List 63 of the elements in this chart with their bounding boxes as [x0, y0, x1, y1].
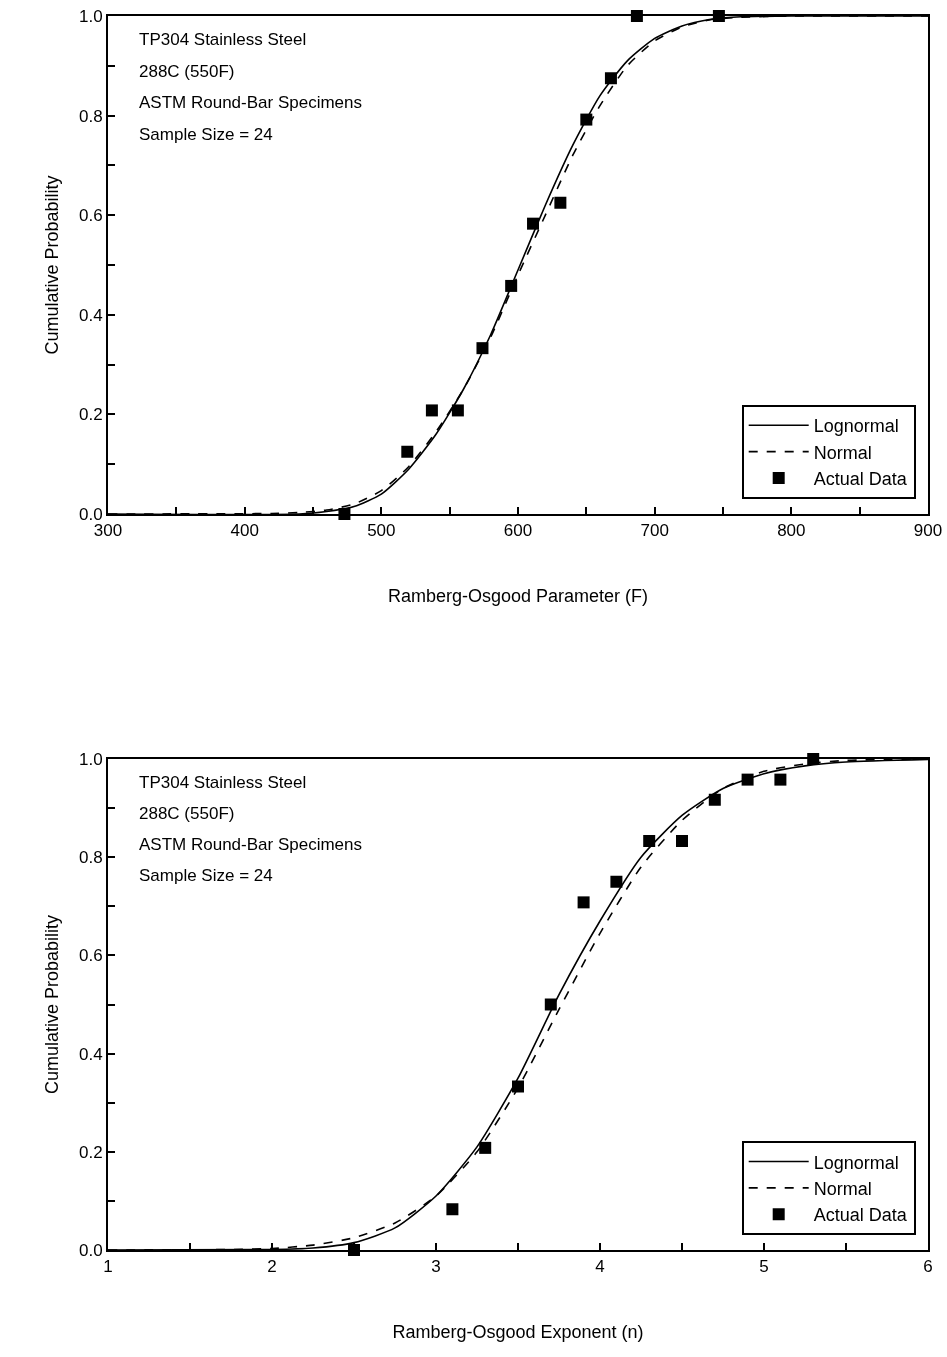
point: [476, 342, 489, 355]
y-axis-title: Cumulative Probability: [41, 914, 62, 1095]
x-tick-label: 600: [503, 521, 533, 541]
x-tick-label: 300: [93, 521, 123, 541]
y-tick-label: 0.4: [78, 1044, 103, 1064]
x-tick-label: 500: [367, 521, 396, 541]
x-axis-title: Ramberg-Osgood Parameter (F): [387, 586, 649, 606]
point: [479, 1141, 492, 1154]
y-axis-title: Cumulative Probability: [41, 175, 62, 355]
point: [446, 1203, 459, 1216]
x-tick-label: 3: [431, 1257, 441, 1277]
y-tick-label: 0.2: [78, 1142, 103, 1162]
point: [577, 896, 590, 909]
y-tick-label: 0.6: [78, 946, 103, 966]
point: [425, 404, 438, 417]
legend-label: Lognormal: [813, 1152, 899, 1173]
legend-label: Actual Data: [813, 469, 908, 490]
point: [643, 835, 656, 847]
x-axis-title: Ramberg-Osgood Exponent (n): [392, 1322, 644, 1342]
point: [451, 404, 464, 417]
annotation: Sample Size = 24: [139, 866, 273, 885]
x-tick-label: 900: [913, 521, 943, 541]
y-tick-label: 0.8: [78, 848, 103, 868]
point: [580, 113, 593, 126]
annotation: 288C (550F): [139, 804, 235, 823]
legend-label: Lognormal: [813, 416, 899, 437]
y-tick-label: 0.8: [78, 106, 103, 126]
x-tick-label: 5: [759, 1257, 769, 1277]
point: [604, 72, 617, 85]
legend-label: Normal: [813, 442, 872, 463]
annotation: Sample Size = 24: [139, 125, 273, 144]
point: [544, 998, 557, 1011]
point: [512, 1080, 524, 1093]
x-tick-label: 2: [267, 1257, 277, 1277]
point: [527, 217, 540, 230]
annotation: TP304 Stainless Steel: [139, 30, 307, 49]
annotation: ASTM Round-Bar Specimens: [139, 835, 362, 854]
x-tick-label: 400: [230, 521, 259, 541]
x-tick-label: 700: [640, 521, 669, 541]
x-tick-label: 800: [777, 521, 806, 541]
x-tick-label: 1: [103, 1257, 113, 1277]
point: [676, 835, 688, 847]
point: [708, 793, 721, 806]
legend-label: Actual Data: [813, 1205, 908, 1226]
y-tick-label: 0.0: [78, 504, 103, 524]
y-tick-label: 0.0: [78, 1240, 103, 1260]
annotation: TP304 Stainless Steel: [139, 773, 307, 792]
y-tick-label: 0.6: [78, 206, 103, 226]
y-tick-label: 0.2: [78, 405, 103, 425]
y-tick-label: 1.0: [78, 6, 103, 26]
y-tick-label: 1.0: [78, 749, 103, 769]
annotation: 288C (550F): [139, 62, 235, 81]
point: [401, 445, 414, 458]
point: [554, 196, 567, 209]
point: [741, 773, 754, 786]
point: [774, 773, 787, 786]
annotation: ASTM Round-Bar Specimens: [139, 93, 362, 112]
legend-label: Normal: [813, 1178, 872, 1199]
point: [505, 279, 518, 292]
x-tick-label: 4: [595, 1257, 605, 1277]
x-tick-label: 6: [923, 1257, 933, 1277]
point: [610, 875, 623, 888]
y-tick-label: 0.4: [78, 305, 103, 325]
